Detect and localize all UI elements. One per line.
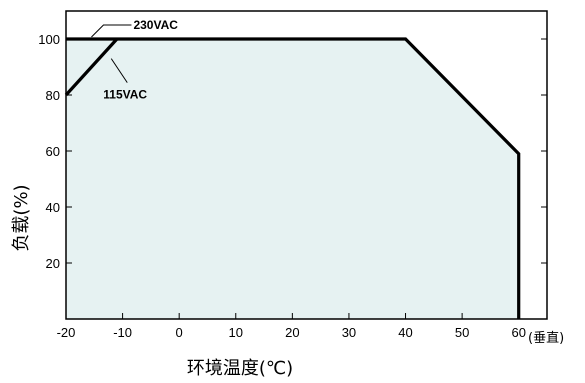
x-tick-labels: -20 -10 0 10 20 30 40 50 60 (57, 325, 526, 340)
x-tick-label: 0 (176, 325, 183, 340)
annotation-label-230vac: 230VAC (133, 18, 178, 32)
x-tick-label: 10 (229, 325, 243, 340)
annotation-leader-115vac (110, 58, 128, 83)
x-tick-label: 30 (342, 325, 356, 340)
x-tick-label: 60 (511, 325, 525, 340)
y-axis-title: 负载(%) (11, 184, 32, 251)
x-tick-label: -20 (57, 325, 76, 340)
x-tick-label: 20 (285, 325, 299, 340)
operating-area-fill (66, 39, 519, 319)
x-unit-note: (垂直) (528, 331, 564, 346)
y-tick-label: 40 (46, 200, 60, 215)
annotation-label-115vac: 115VAC (103, 88, 147, 102)
x-tick-label: 40 (398, 325, 412, 340)
y-tick-label: 20 (46, 256, 60, 271)
annotation-layer: 230VAC 115VAC (91, 18, 178, 102)
y-tick-label: 80 (46, 88, 60, 103)
series-line-230vac (66, 37, 521, 319)
plot-frame (65, 10, 548, 320)
x-tick-label: 50 (455, 325, 469, 340)
y-tick-label: 60 (46, 144, 60, 159)
x-tick-label: -10 (113, 325, 132, 340)
series-line-115vac (64, 37, 119, 97)
annotation-leader-230vac (91, 24, 132, 38)
y-tick-label: 100 (38, 32, 60, 47)
x-axis-title: 环境温度(℃) (187, 358, 293, 379)
y-tick-labels: 20 40 60 80 100 (38, 32, 60, 271)
series-layer (64, 37, 521, 319)
